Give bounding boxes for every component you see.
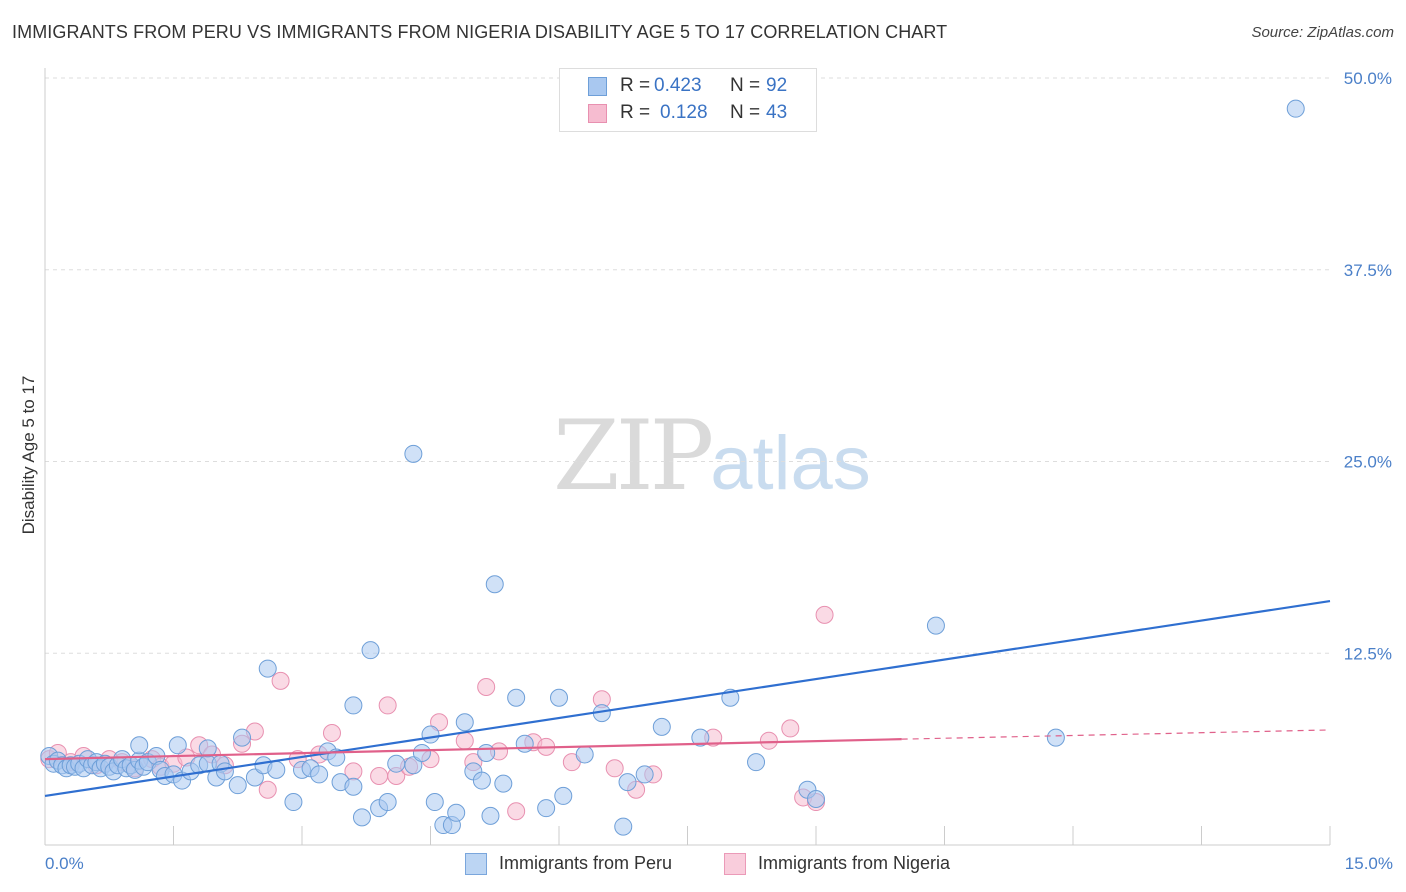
watermark: ZIPatlas (553, 400, 871, 512)
gridlines (45, 77, 1330, 654)
point-peru (747, 753, 766, 772)
y-tick-label: 25.0% (1344, 453, 1392, 472)
bottom-legend-swatch-peru (465, 853, 487, 875)
point-peru (481, 806, 500, 825)
point-peru (472, 771, 491, 790)
point-peru (344, 777, 363, 796)
trend-lines (44, 600, 1331, 797)
point-peru (455, 713, 474, 732)
point-peru (652, 717, 671, 736)
point-nigeria (378, 696, 397, 715)
legend-r-value-nigeria: 0.128 (660, 102, 708, 123)
point-peru (421, 725, 440, 744)
point-nigeria (455, 731, 474, 750)
point-peru (507, 688, 526, 707)
point-peru (618, 773, 637, 792)
point-nigeria (759, 731, 778, 750)
point-peru (614, 817, 633, 836)
legend-n-label: N = (730, 102, 761, 123)
y-tick-label: 37.5% (1344, 261, 1392, 280)
point-peru (378, 793, 397, 812)
watermark-zip: ZIP (553, 400, 714, 512)
x-tick-label: 0.0% (45, 854, 84, 873)
point-peru (228, 776, 247, 795)
legend-n-value-nigeria: 43 (766, 102, 788, 123)
point-peru (1286, 99, 1305, 118)
point-nigeria (430, 713, 449, 732)
bottom-legend-label-peru: Immigrants from Peru (499, 853, 673, 873)
legend-n-label: N = (730, 75, 761, 96)
point-peru (215, 762, 234, 781)
point-peru (515, 734, 534, 753)
series-nigeria-points (40, 605, 834, 821)
point-nigeria (271, 671, 290, 690)
point-peru (412, 743, 431, 762)
point-peru (807, 789, 825, 808)
y-axis-label: Disability Age 5 to 17 (19, 376, 38, 535)
y-tick-label: 12.5% (1344, 644, 1392, 663)
legend-n-value-peru: 92 (766, 75, 788, 96)
x-tick-label: 15.0% (1345, 854, 1393, 873)
point-peru (477, 743, 496, 762)
bottom-legend-swatch-nigeria (724, 853, 746, 875)
point-peru (485, 575, 504, 594)
trend-line-peru (44, 600, 1331, 797)
point-nigeria (781, 719, 800, 738)
point-nigeria (258, 780, 277, 799)
correlation-legend: R = 0.423 N = 92 R = 0.128 N = 43 (559, 68, 817, 132)
trend-line-nigeria (44, 738, 902, 761)
point-nigeria (605, 759, 624, 778)
point-peru (284, 793, 303, 812)
legend-r-value-peru: 0.423 (654, 75, 702, 96)
point-nigeria (507, 802, 526, 821)
point-peru (635, 765, 654, 784)
point-peru (130, 736, 149, 755)
point-peru (550, 688, 568, 707)
y-tick-label: 50.0% (1344, 69, 1392, 88)
trend-line-nigeria-extension (901, 729, 1331, 740)
point-peru (198, 739, 217, 758)
point-peru (404, 756, 423, 775)
point-peru (691, 728, 710, 747)
point-peru (258, 659, 277, 678)
point-peru (344, 696, 363, 715)
point-peru (554, 786, 573, 805)
legend-swatch-peru (588, 77, 607, 96)
point-peru (310, 765, 329, 784)
point-peru (233, 728, 252, 747)
point-peru (425, 793, 444, 812)
chart-source: Source: ZipAtlas.com (1251, 24, 1394, 41)
point-peru (361, 641, 380, 660)
point-nigeria (370, 766, 389, 785)
point-peru (387, 754, 406, 773)
point-peru (537, 799, 556, 818)
point-peru (494, 774, 513, 793)
point-peru (575, 745, 594, 764)
point-nigeria (322, 724, 341, 743)
point-peru (245, 768, 264, 787)
tick-labels: 12.5% 25.0% 37.5% 50.0% 0.0% 15.0% Disability … (19, 69, 1393, 873)
point-peru (926, 616, 945, 635)
point-peru (168, 736, 187, 755)
point-peru (1046, 728, 1065, 747)
legend-r-label: R = (620, 102, 651, 123)
point-nigeria (477, 677, 496, 696)
axes (44, 68, 1331, 846)
point-peru (404, 444, 423, 463)
chart-title: IMMIGRANTS FROM PERU VS IMMIGRANTS FROM … (12, 22, 948, 42)
point-peru (352, 808, 371, 827)
point-nigeria (815, 605, 834, 624)
watermark-atlas: atlas (710, 421, 871, 506)
point-peru (267, 760, 286, 779)
point-peru (447, 803, 466, 822)
legend-r-label: R = (620, 75, 651, 96)
series-peru-points (40, 99, 1305, 836)
legend-swatch-nigeria (588, 104, 607, 123)
bottom-legend-label-nigeria: Immigrants from Nigeria (758, 853, 951, 873)
